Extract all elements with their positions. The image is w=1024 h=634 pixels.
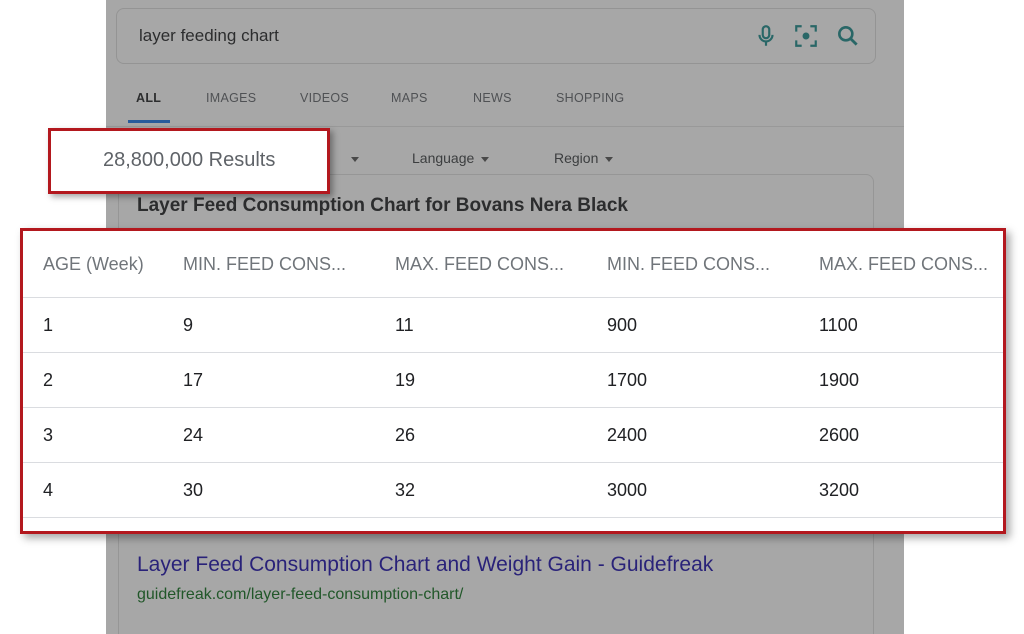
feed-consumption-table: AGE (Week) MIN. FEED CONS... MAX. FEED C… (23, 231, 1003, 518)
microphone-icon[interactable] (753, 23, 779, 49)
table-cell: 24 (163, 407, 375, 463)
table-cell: 19 (375, 352, 587, 408)
table-cell: 26 (375, 407, 587, 463)
camera-search-icon[interactable] (793, 23, 819, 49)
table-row: 1 9 11 900 1100 (23, 297, 1003, 353)
table-cell: 1100 (799, 297, 1003, 353)
table-header-row: AGE (Week) MIN. FEED CONS... MAX. FEED C… (23, 231, 1003, 298)
table-cell: 3 (23, 407, 163, 463)
results-count: 28,800,000 Results (103, 149, 276, 171)
table-cell: 2400 (587, 407, 799, 463)
table-cell: 2 (23, 352, 163, 408)
table-cell: 2600 (799, 407, 1003, 463)
column-header: MAX. FEED CONS... (799, 231, 1003, 298)
language-filter-label: Language (412, 150, 475, 166)
featured-snippet-title: Layer Feed Consumption Chart for Bovans … (137, 195, 628, 216)
tab-shopping[interactable]: SHOPPING (556, 91, 625, 105)
chevron-down-icon (351, 156, 359, 162)
result-url[interactable]: guidefreak.com/layer-feed-consumption-ch… (137, 586, 464, 603)
table-cell: 3200 (799, 462, 1003, 518)
result-title-link[interactable]: Layer Feed Consumption Chart and Weight … (137, 553, 714, 576)
column-header: AGE (Week) (23, 231, 163, 298)
chevron-down-icon (605, 156, 614, 162)
table-cell: 11 (375, 297, 587, 353)
filter-dropdown[interactable] (344, 150, 359, 166)
tab-maps[interactable]: MAPS (391, 91, 428, 105)
search-box[interactable]: layer feeding chart (116, 8, 876, 64)
chevron-down-icon (481, 156, 490, 162)
column-header: MIN. FEED CONS... (587, 231, 799, 298)
tab-images[interactable]: IMAGES (206, 91, 257, 105)
language-filter[interactable]: Language (412, 150, 490, 166)
active-tab-indicator (128, 120, 170, 123)
table-cell: 32 (375, 462, 587, 518)
feed-table-callout: AGE (Week) MIN. FEED CONS... MAX. FEED C… (20, 228, 1006, 534)
search-icon[interactable] (835, 23, 861, 49)
table-cell: 3000 (587, 462, 799, 518)
table-row: 3 24 26 2400 2600 (23, 407, 1003, 463)
table-cell: 30 (163, 462, 375, 518)
column-header: MAX. FEED CONS... (375, 231, 587, 298)
tab-news[interactable]: NEWS (473, 91, 512, 105)
table-cell: 1700 (587, 352, 799, 408)
search-query[interactable]: layer feeding chart (139, 26, 279, 45)
table-row: 4 30 32 3000 3200 (23, 462, 1003, 518)
results-count-callout: 28,800,000 Results (48, 128, 330, 194)
tab-all[interactable]: ALL (136, 91, 162, 105)
table-cell: 900 (587, 297, 799, 353)
table-cell: 17 (163, 352, 375, 408)
column-header: MIN. FEED CONS... (163, 231, 375, 298)
table-cell: 1 (23, 297, 163, 353)
region-filter[interactable]: Region (554, 150, 614, 166)
search-tabs: ALL IMAGES VIDEOS MAPS NEWS SHOPPING (106, 86, 904, 127)
region-filter-label: Region (554, 150, 599, 166)
table-cell: 4 (23, 462, 163, 518)
table-cell: 9 (163, 297, 375, 353)
tab-videos[interactable]: VIDEOS (300, 91, 350, 105)
table-cell: 1900 (799, 352, 1003, 408)
table-row: 2 17 19 1700 1900 (23, 352, 1003, 408)
